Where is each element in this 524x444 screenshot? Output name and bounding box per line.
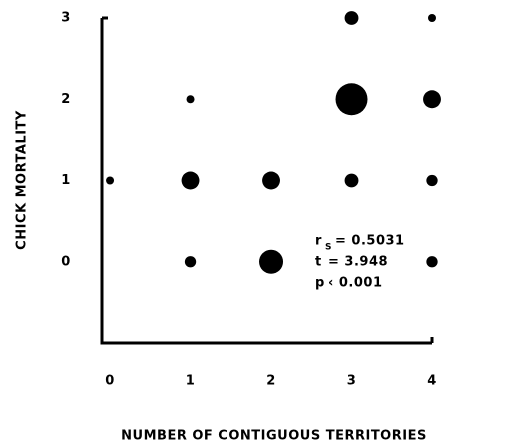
x-tick-label: 4 <box>427 374 437 389</box>
bubble <box>259 249 284 274</box>
bubble <box>106 176 115 185</box>
bubble <box>335 83 368 116</box>
bubble <box>426 256 438 268</box>
bubble <box>181 171 200 190</box>
stat-symbol: p <box>315 276 325 291</box>
stat-text: = 0.5031 <box>335 234 405 249</box>
y-axis-label: CHICK MORTALITY <box>15 110 30 250</box>
x-tick-label: 3 <box>347 374 357 389</box>
stat-text: ‹ 0.001 <box>328 276 383 291</box>
y-tick-label: 0 <box>61 254 71 269</box>
bubble <box>344 173 359 188</box>
bubble <box>426 174 438 187</box>
y-tick-label: 2 <box>61 92 71 107</box>
y-tick-label: 3 <box>61 11 71 26</box>
bubble <box>344 11 359 25</box>
x-tick-label: 0 <box>105 374 115 389</box>
stat-symbol: r <box>315 234 322 249</box>
stat-symbol: t <box>315 255 322 270</box>
bubble <box>428 14 436 22</box>
x-tick-label: 2 <box>266 374 276 389</box>
x-tick-label: 1 <box>186 374 196 389</box>
bubble <box>423 90 441 109</box>
x-axis-label: NUMBER OF CONTIGUOUS TERRITORIES <box>121 429 427 444</box>
bubble <box>184 256 197 268</box>
y-tick-label: 1 <box>61 173 71 188</box>
bubble <box>186 95 195 104</box>
stat-text: = 3.948 <box>328 255 388 270</box>
stat-subscript: S <box>325 243 332 253</box>
bubble <box>262 171 280 190</box>
